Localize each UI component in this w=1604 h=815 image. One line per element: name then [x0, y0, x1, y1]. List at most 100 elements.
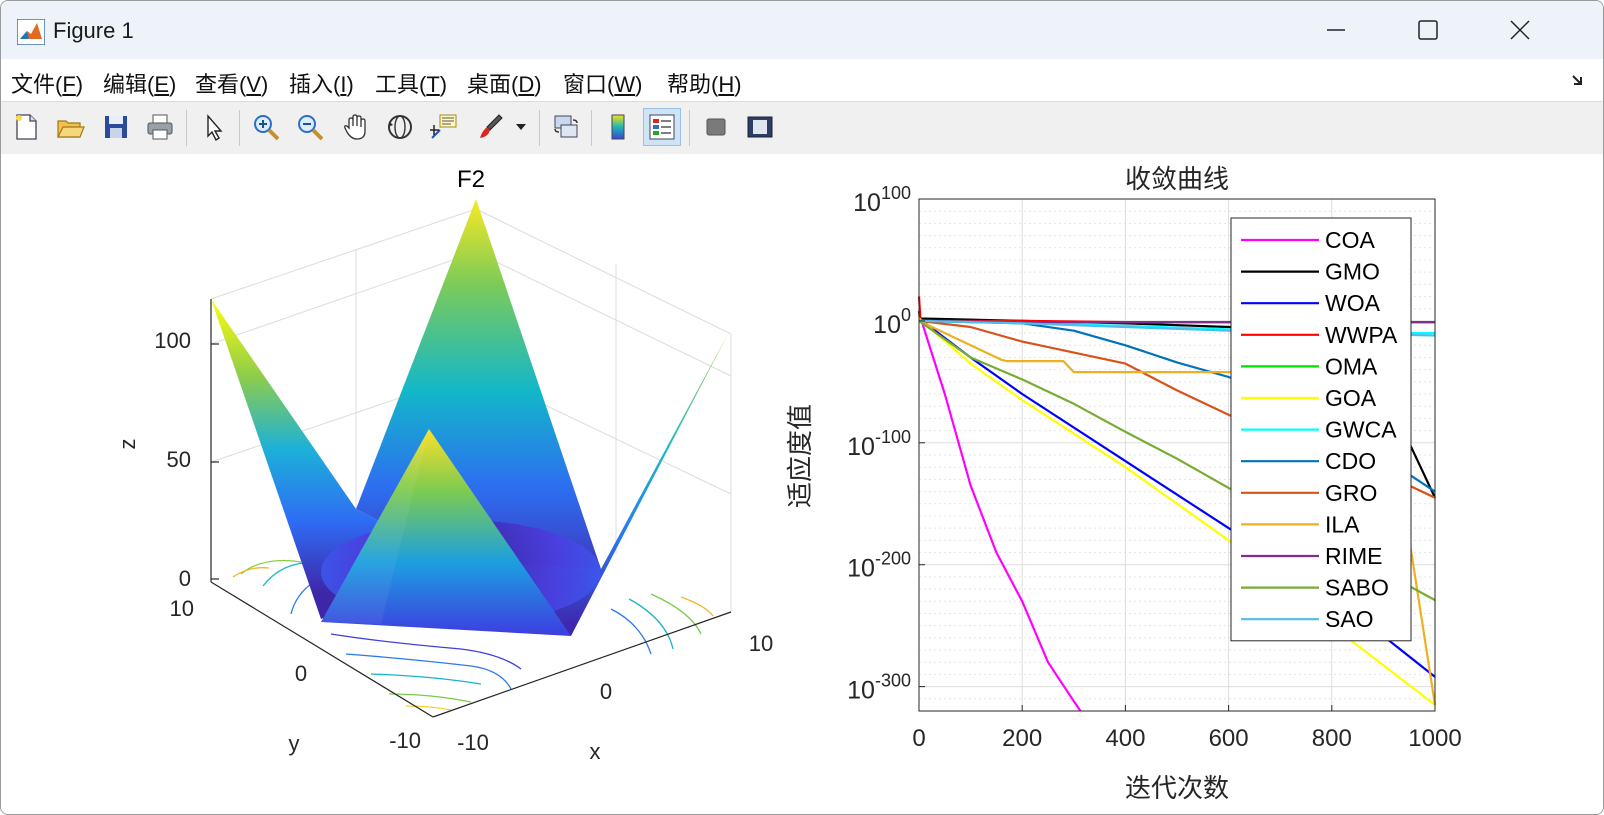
legend-entry-label: GMO [1325, 259, 1380, 285]
x-tick-label: -10 [457, 730, 489, 755]
close-icon [1510, 20, 1530, 40]
brush-button[interactable] [471, 108, 509, 146]
rotate-3d-button[interactable] [381, 108, 419, 146]
legend-entry-label: WOA [1325, 290, 1381, 316]
link-plot-button[interactable] [547, 108, 585, 146]
save-button[interactable] [97, 108, 135, 146]
y-tick-label: 10-200 [847, 549, 911, 583]
y-tick-label: -10 [389, 728, 421, 753]
x-tick-label: 800 [1312, 725, 1352, 752]
x-tick-label: 600 [1209, 725, 1249, 752]
menu-desktop[interactable]: 桌面(D) [467, 72, 542, 97]
pan-button[interactable] [337, 108, 375, 146]
pan-icon [344, 114, 366, 140]
menu-view[interactable]: 查看(V) [195, 72, 269, 97]
minimize-icon [1327, 29, 1345, 31]
y-axis-label: y [289, 731, 300, 756]
rotate-3d-icon [388, 115, 412, 139]
figure-canvas[interactable]: 0 50 100 z 10 0 -10 y -10 0 10 x F2 [1, 154, 1603, 814]
legend-entry-label: GRO [1325, 480, 1377, 506]
link-plot-icon [554, 115, 578, 138]
surface-grid [210, 208, 732, 612]
zoom-out-button[interactable] [291, 108, 329, 146]
chart-axes-box [918, 198, 1436, 712]
z-tick-marks [211, 343, 219, 580]
z-tick-label: 0 [179, 566, 191, 591]
legend-entry-label: CDO [1325, 448, 1376, 474]
chart-y-label: 适应度值 [786, 404, 816, 508]
x-tick-label: 0 [600, 679, 612, 704]
zoom-in-button[interactable] [247, 108, 285, 146]
new-figure-button[interactable] [7, 108, 45, 146]
surface-axis-lines [210, 299, 732, 718]
save-icon [105, 116, 127, 138]
caret-down-icon [516, 124, 526, 130]
y-tick-label: 10 [170, 596, 194, 621]
brush-icon [480, 114, 503, 138]
chart-x-label: 迭代次数 [1125, 774, 1229, 804]
hide-plot-tools-icon [706, 118, 726, 136]
show-plot-tools-icon [747, 116, 773, 138]
zoom-out-icon [298, 115, 324, 141]
legend-entry-label: SAO [1325, 606, 1374, 632]
menu-tools[interactable]: 工具(T) [375, 72, 448, 97]
x-axis-label: x [590, 739, 601, 764]
matlab-logo-icon [17, 19, 45, 45]
surface-mesh [211, 199, 729, 636]
brush-dropdown-button[interactable] [511, 108, 531, 146]
legend-entry-label: GWCA [1325, 417, 1397, 443]
print-button[interactable] [141, 108, 179, 146]
chart-x-ticks: 0 200 400 600 800 1000 [912, 705, 1462, 752]
legend-icon [649, 114, 675, 140]
new-figure-icon [16, 114, 37, 140]
surface-title: F2 [457, 166, 485, 193]
print-icon [147, 114, 173, 140]
insert-legend-button[interactable] [643, 108, 681, 146]
data-tips-button[interactable] [425, 108, 463, 146]
menu-insert[interactable]: 插入(I) [289, 72, 354, 97]
menu-help[interactable]: 帮助(H) [667, 72, 742, 97]
chart-y-ticks: 10100 100 10-100 10-200 10-300 [847, 183, 925, 705]
legend-entry-label: GOA [1325, 385, 1377, 411]
legend-entry-label: RIME [1325, 543, 1383, 569]
minimize-button[interactable] [1301, 9, 1371, 51]
z-axis-label: z [115, 439, 140, 450]
x-tick-label: 200 [1002, 725, 1042, 752]
convergence-chart: 0 200 400 600 800 1000 1010010010-10010-20010… [786, 165, 1462, 804]
z-tick-label: 50 [167, 447, 191, 472]
window-title: Figure 1 [53, 18, 134, 43]
toolbar-separator [539, 110, 540, 146]
menu-edit[interactable]: 编辑(E) [103, 72, 177, 97]
y-tick-label: 10100 [853, 183, 911, 217]
toolbar-separator [591, 110, 592, 146]
legend-entry-label: SABO [1325, 575, 1389, 601]
show-plot-tools-button[interactable] [741, 108, 779, 146]
y-tick-label: 100 [873, 305, 911, 339]
open-file-button[interactable] [51, 108, 89, 146]
pointer-icon [207, 114, 223, 142]
y-tick-label: 0 [295, 661, 307, 686]
toolbar-separator [186, 110, 187, 146]
open-file-icon [57, 120, 85, 138]
dock-arrow-icon[interactable] [1571, 71, 1587, 87]
edit-plot-button[interactable] [195, 108, 233, 146]
chart-legend[interactable]: COA GMO WOA WWPA OMA GOA GWCA CDO GRO ILA RIME SABO… [1230, 217, 1412, 642]
data-tips-icon [430, 114, 457, 139]
colorbar-icon [611, 114, 625, 140]
menu-bar: 文件(F) 编辑(E) 查看(V) 插入(I) 工具(T) 桌面(D) 窗口(W… [1, 59, 1603, 101]
x-tick-label: 400 [1105, 725, 1145, 752]
insert-colorbar-button[interactable] [599, 108, 637, 146]
legend-entry-label: ILA [1325, 511, 1360, 537]
series-line-coa [917, 314, 1082, 712]
x-tick-label: 1000 [1408, 725, 1461, 752]
hide-plot-tools-button[interactable] [697, 108, 735, 146]
close-button[interactable] [1485, 9, 1555, 51]
z-tick-label: 100 [154, 328, 191, 353]
menu-file[interactable]: 文件(F) [11, 72, 84, 97]
toolbar-separator [689, 110, 690, 146]
maximize-button[interactable] [1393, 9, 1463, 51]
zoom-in-icon [254, 115, 280, 141]
figure-toolbar [1, 101, 1603, 155]
menu-window[interactable]: 窗口(W) [563, 72, 643, 97]
